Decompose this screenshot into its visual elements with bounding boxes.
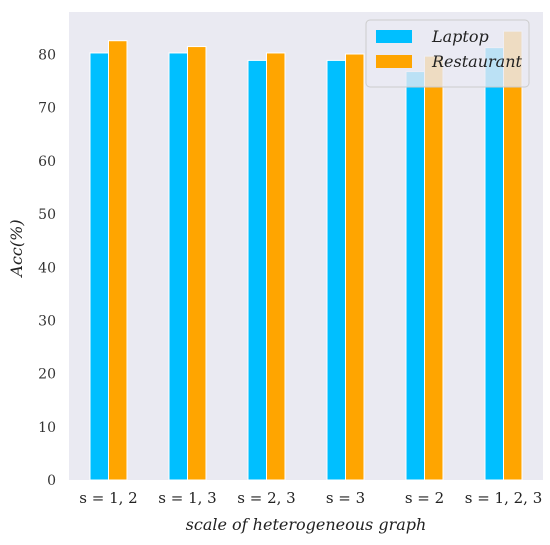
- y-tick-label-0: 0: [47, 473, 56, 489]
- y-axis-ticks: 0 10 20 30 40 50 60 70 80: [38, 48, 56, 489]
- x-axis-ticks: s = 1, 2 s = 1, 3 s = 2, 3 s = 3 s = 2 s = 1,…: [79, 489, 542, 507]
- bar-restaurant-5: [503, 30, 523, 481]
- bar-restaurant-2: [266, 52, 286, 481]
- legend-label-laptop: Laptop: [431, 27, 489, 46]
- y-tick-label-40: 40: [38, 260, 56, 276]
- plot-area: [69, 12, 543, 480]
- y-tick-label-20: 20: [38, 367, 56, 383]
- bar-restaurant-3: [345, 53, 365, 481]
- bars: [89, 30, 523, 481]
- bar-restaurant-0: [108, 40, 128, 481]
- x-tick-label-5: s = 1, 2, 3: [465, 489, 543, 507]
- bar-laptop-2: [247, 59, 267, 481]
- legend: Laptop Restaurant: [365, 19, 530, 88]
- legend-swatch-laptop: [376, 30, 412, 43]
- bar-laptop-1: [168, 52, 188, 481]
- x-tick-label-1: s = 1, 3: [158, 489, 216, 507]
- x-tick-label-0: s = 1, 2: [79, 489, 137, 507]
- y-axis-title: Acc(%): [7, 219, 26, 278]
- bar-restaurant-4: [424, 55, 444, 481]
- bar-laptop-5: [484, 47, 504, 481]
- y-tick-label-70: 70: [38, 101, 56, 117]
- y-tick-label-50: 50: [38, 207, 56, 223]
- y-tick-label-60: 60: [38, 154, 56, 170]
- x-tick-label-3: s = 3: [326, 489, 365, 507]
- y-tick-label-80: 80: [38, 48, 56, 64]
- y-tick-label-30: 30: [38, 313, 56, 329]
- legend-label-restaurant: Restaurant: [431, 52, 522, 71]
- bar-restaurant-1: [187, 46, 207, 481]
- bar-laptop-4: [405, 71, 425, 481]
- x-tick-label-2: s = 2, 3: [237, 489, 295, 507]
- y-tick-label-10: 10: [38, 420, 56, 436]
- x-tick-label-4: s = 2: [405, 489, 444, 507]
- bar-laptop-3: [326, 59, 346, 481]
- bar-laptop-0: [89, 52, 109, 481]
- legend-swatch-restaurant: [376, 55, 412, 68]
- x-axis-title: scale of heterogeneous graph: [186, 515, 427, 534]
